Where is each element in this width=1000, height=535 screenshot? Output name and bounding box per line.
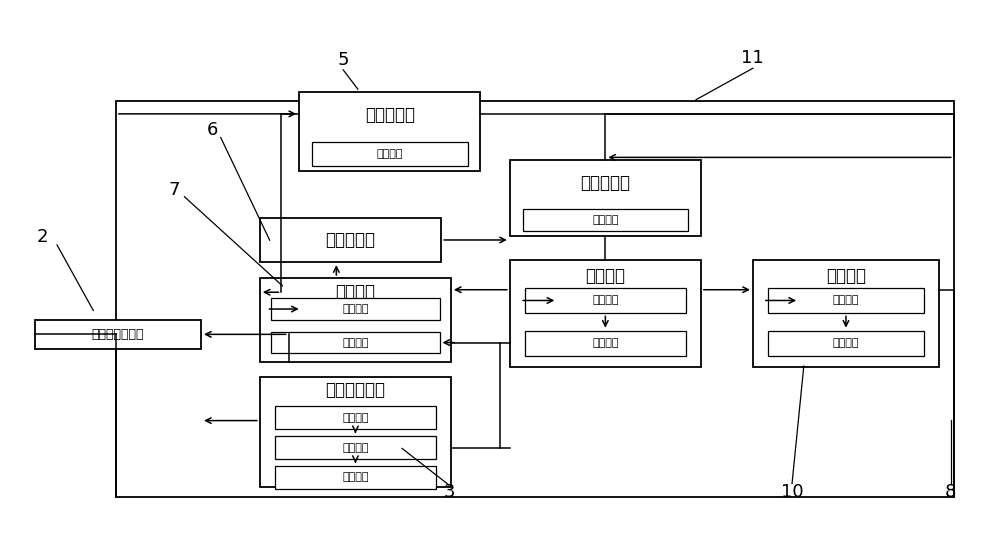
Bar <box>525 331 686 356</box>
Bar <box>510 160 701 236</box>
Bar <box>312 142 468 166</box>
Text: 控制模块: 控制模块 <box>335 283 375 301</box>
Text: 电动抬升杆: 电动抬升杆 <box>326 231 376 249</box>
Bar <box>34 320 201 349</box>
Bar <box>768 331 924 356</box>
Text: 传输单元: 传输单元 <box>342 472 369 483</box>
Text: 存储单元: 存储单元 <box>342 412 369 423</box>
Bar <box>768 288 924 314</box>
Bar <box>260 278 451 362</box>
Bar <box>260 377 451 487</box>
Text: 热水器供电单元: 热水器供电单元 <box>92 328 144 341</box>
Text: 存储模块: 存储模块 <box>592 215 619 225</box>
Text: 检测单元: 检测单元 <box>342 442 369 453</box>
Bar <box>271 332 440 354</box>
Bar <box>260 218 441 262</box>
Text: 警示单元: 警示单元 <box>592 339 619 348</box>
Bar <box>523 209 688 232</box>
Bar <box>275 436 436 459</box>
Bar <box>271 298 440 320</box>
Text: 电量监测模块: 电量监测模块 <box>325 381 385 399</box>
Text: 控制单元: 控制单元 <box>342 304 369 314</box>
Text: 8: 8 <box>945 483 956 501</box>
Text: 7: 7 <box>169 181 180 199</box>
Bar <box>275 466 436 489</box>
Bar <box>510 259 701 367</box>
Text: 3: 3 <box>443 483 455 501</box>
Bar <box>753 259 939 367</box>
Text: 11: 11 <box>741 49 764 67</box>
Text: 存储单元: 存储单元 <box>342 338 369 348</box>
Text: 5: 5 <box>337 51 349 70</box>
Text: 显示单元: 显示单元 <box>833 339 859 348</box>
Text: 10: 10 <box>781 483 803 501</box>
Text: 2: 2 <box>37 228 48 246</box>
Text: 电压监测器: 电压监测器 <box>580 174 630 192</box>
Text: 存储模块: 存储模块 <box>833 295 859 305</box>
Bar <box>525 288 686 314</box>
Text: 电流监测器: 电流监测器 <box>365 106 415 125</box>
Text: 存储模块: 存储模块 <box>376 149 403 159</box>
Bar <box>116 101 954 497</box>
Bar <box>299 92 480 171</box>
Text: 提示模块: 提示模块 <box>585 267 625 285</box>
Text: 6: 6 <box>207 121 219 139</box>
Bar <box>275 406 436 429</box>
Text: 存储单元: 存储单元 <box>592 295 619 305</box>
Text: 显示模块: 显示模块 <box>826 267 866 285</box>
